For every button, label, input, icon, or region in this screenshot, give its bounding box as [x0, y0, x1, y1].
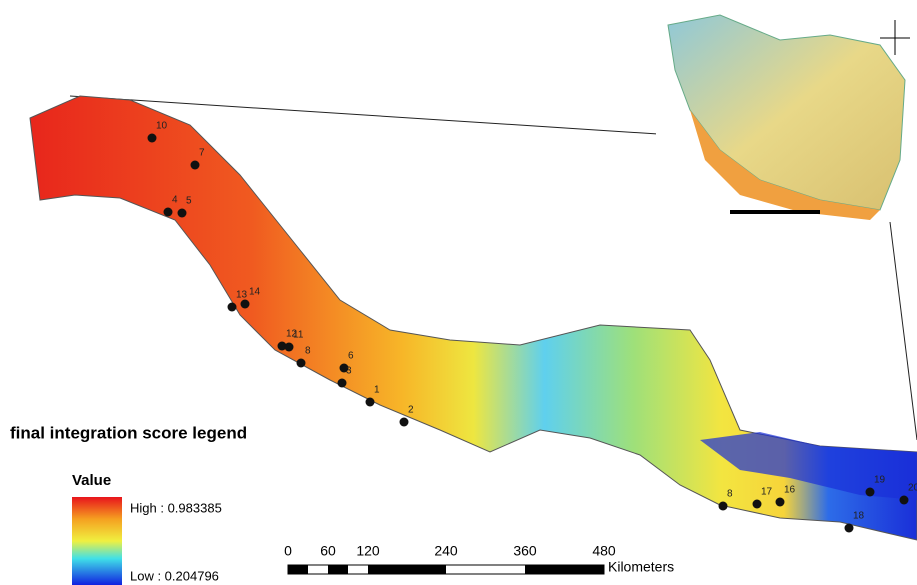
site-label: 17 [761, 487, 773, 498]
scale-tick-label: 60 [320, 543, 336, 559]
site-label: 5 [186, 196, 192, 207]
site-marker [400, 418, 409, 427]
site-marker [148, 134, 157, 143]
site-label: 14 [249, 287, 261, 298]
scale-segment [525, 565, 604, 574]
site-marker [178, 209, 187, 218]
legend-low: Low : 0.204796 [130, 568, 219, 583]
site-marker [845, 524, 854, 533]
scale-segment [368, 565, 446, 574]
site-label: 2 [408, 405, 414, 416]
legend-heading: Value [72, 472, 111, 489]
inset-connector [890, 222, 917, 440]
site-label: 13 [236, 290, 248, 301]
site-label: 8 [727, 489, 733, 500]
site-marker [866, 488, 875, 497]
site-label: 3 [346, 366, 352, 377]
site-marker [338, 379, 347, 388]
legend-title: final integration score legend [10, 423, 247, 442]
site-label: 1 [374, 385, 380, 396]
scale-tick-label: 0 [284, 543, 292, 559]
site-label: 11 [293, 330, 304, 341]
site-label: 19 [874, 475, 886, 486]
site-marker [753, 500, 762, 509]
scale-tick-label: 240 [434, 543, 458, 559]
site-marker [719, 502, 728, 511]
site-label: 18 [853, 511, 865, 522]
scale-tick-label: 360 [513, 543, 537, 559]
site-marker [366, 398, 375, 407]
site-marker [228, 303, 237, 312]
scale-segment [288, 565, 308, 574]
site-label: 10 [156, 121, 168, 132]
site-marker [285, 343, 294, 352]
site-label: 20 [908, 483, 917, 494]
scale-unit: Kilometers [608, 559, 674, 575]
site-label: 4 [172, 195, 178, 206]
site-label: 8 [305, 346, 311, 357]
legend-ramp [72, 497, 122, 585]
site-marker [164, 208, 173, 217]
site-marker [776, 498, 785, 507]
legend-high: High : 0.983385 [130, 500, 222, 515]
site-label: 6 [348, 351, 354, 362]
site-marker [900, 496, 909, 505]
site-marker [297, 359, 306, 368]
scale-segment [328, 565, 348, 574]
site-label: 7 [199, 148, 205, 159]
scale-tick-label: 480 [592, 543, 616, 559]
scale-tick-label: 120 [356, 543, 380, 559]
inset-scale [730, 210, 820, 214]
site-marker [191, 161, 200, 170]
site-label: 16 [784, 485, 796, 496]
map-figure: final integration score legend Value Hig… [0, 0, 917, 585]
site-marker [241, 300, 250, 309]
